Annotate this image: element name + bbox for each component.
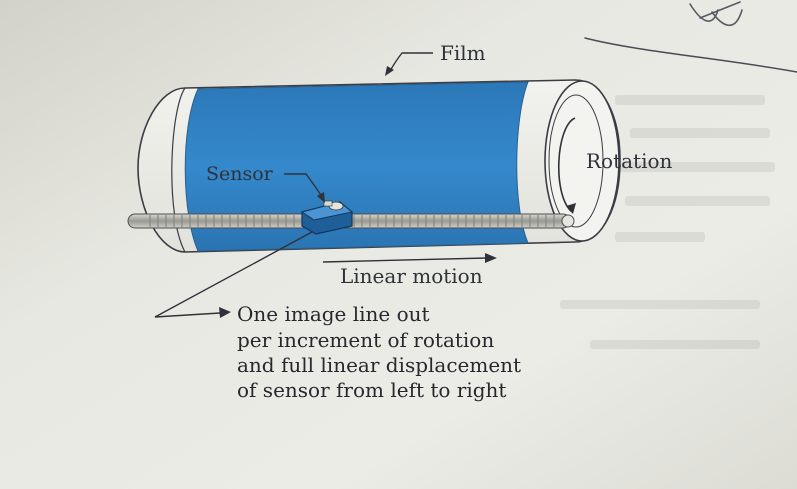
note-leader-line — [154, 231, 313, 318]
bleed-through-marks — [560, 95, 775, 349]
rotation-label: Rotation — [586, 149, 673, 173]
pen-line — [584, 37, 797, 73]
note-line-4: of sensor from left to right — [237, 378, 506, 402]
rod-end-cap — [561, 214, 575, 228]
film-label: Film — [440, 41, 486, 65]
note-line-1: One image line out — [237, 302, 430, 326]
sensor-arrow-head — [317, 192, 325, 203]
note-arrow-head — [219, 307, 231, 318]
sensor-label: Sensor — [206, 163, 274, 185]
film-sheet — [184, 81, 529, 252]
pen-scribble — [689, 1, 743, 27]
sensor-carriage — [300, 200, 354, 235]
note-line-3: and full linear displacement — [237, 353, 521, 377]
drum-right-inner — [548, 94, 604, 228]
rod-threads — [149, 215, 555, 227]
note-block: One image line out per increment of rota… — [237, 302, 521, 402]
drum-right-end — [544, 80, 620, 242]
film-arrow-head — [385, 66, 394, 76]
note-line-2: per increment of rotation — [237, 328, 494, 352]
drum-left-edge — [171, 87, 186, 253]
rotation-arrow — [557, 117, 576, 213]
linear-motion-label: Linear motion — [340, 264, 483, 288]
rotation-arrow-head — [566, 203, 576, 214]
linear-motion-arrow-line — [322, 257, 488, 263]
linear-motion-arrow-head — [485, 253, 497, 263]
